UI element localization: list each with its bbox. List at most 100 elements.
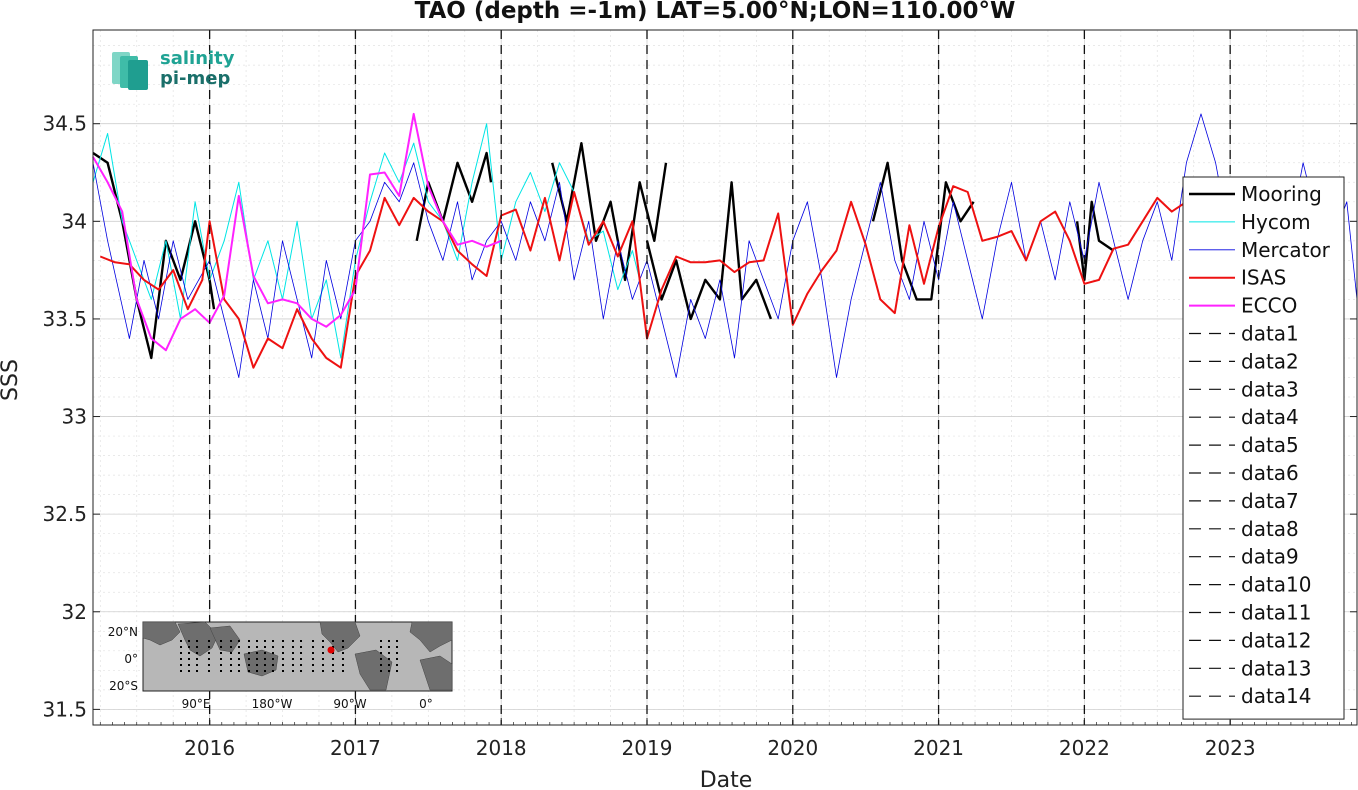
legend-label: data13 xyxy=(1241,656,1312,680)
inset-buoy xyxy=(196,640,198,642)
inset-buoy xyxy=(180,640,182,642)
inset-selected-location xyxy=(327,646,335,654)
inset-buoy xyxy=(230,640,232,642)
inset-land xyxy=(142,621,181,646)
inset-buoy xyxy=(220,652,222,654)
salinity-pi-mep-logo: salinity pi-mep xyxy=(112,48,235,90)
inset-buoy xyxy=(282,658,284,660)
legend-label: Hycom xyxy=(1241,210,1311,234)
inset-buoy xyxy=(196,670,198,672)
y-tick-label: 33.5 xyxy=(42,307,87,331)
y-tick-label: 31.5 xyxy=(42,697,87,721)
legend-box xyxy=(1182,176,1345,720)
inset-buoy xyxy=(248,664,250,666)
inset-buoy xyxy=(238,658,240,660)
inset-buoy xyxy=(322,658,324,660)
legend-label: data6 xyxy=(1241,461,1299,485)
inset-buoy xyxy=(264,664,266,666)
inset-buoy xyxy=(264,640,266,642)
inset-buoy xyxy=(380,664,382,666)
inset-lon-label: 90°W xyxy=(333,697,366,711)
inset-buoy xyxy=(220,658,222,660)
legend-label: data7 xyxy=(1241,489,1299,513)
inset-buoy xyxy=(256,658,258,660)
inset-buoy xyxy=(292,658,294,660)
inset-buoy xyxy=(208,670,210,672)
y-tick-label: 33 xyxy=(62,405,87,429)
inset-buoy xyxy=(196,664,198,666)
inset-buoy xyxy=(188,640,190,642)
wave-icon xyxy=(112,52,148,90)
legend-label: ISAS xyxy=(1241,266,1286,290)
inset-buoy xyxy=(256,646,258,648)
x-tick-label: 2023 xyxy=(1205,736,1256,760)
inset-buoy xyxy=(256,640,258,642)
x-tick-label: 2019 xyxy=(622,736,673,760)
series-line-mercator xyxy=(92,113,1358,378)
inset-buoy xyxy=(248,658,250,660)
inset-buoy xyxy=(230,670,232,672)
legend-label: data8 xyxy=(1241,517,1299,541)
series-line-hycom xyxy=(92,123,641,359)
x-tick-label: 2022 xyxy=(1059,736,1110,760)
inset-buoy xyxy=(292,652,294,654)
inset-buoy xyxy=(396,658,398,660)
inset-buoy xyxy=(220,664,222,666)
inset-buoy xyxy=(380,652,382,654)
inset-buoy xyxy=(230,652,232,654)
legend-label: data9 xyxy=(1241,545,1299,569)
inset-buoy xyxy=(380,646,382,648)
inset-buoy xyxy=(388,664,390,666)
legend-label: data3 xyxy=(1241,377,1299,401)
inset-buoy xyxy=(292,664,294,666)
inset-buoy xyxy=(188,670,190,672)
inset-land xyxy=(354,649,393,691)
inset-buoy xyxy=(332,652,334,654)
inset-buoy xyxy=(292,640,294,642)
inset-buoy xyxy=(238,640,240,642)
inset-buoy xyxy=(282,646,284,648)
inset-buoy xyxy=(238,664,240,666)
legend: Mooring Hycom Mercator ISAS ECCO data1 data2 da… xyxy=(1182,176,1345,720)
axes-box xyxy=(92,29,1358,726)
inset-buoy xyxy=(322,640,324,642)
inset-buoy xyxy=(180,646,182,648)
inset-buoy xyxy=(180,664,182,666)
inset-buoy xyxy=(208,658,210,660)
logo-text-line1: salinity xyxy=(160,48,235,69)
inset-buoy xyxy=(312,670,314,672)
inset-buoy xyxy=(312,658,314,660)
inset-land xyxy=(409,621,453,653)
inset-buoy xyxy=(230,658,232,660)
inset-buoy xyxy=(342,664,344,666)
series-line-ecco xyxy=(92,112,502,352)
inset-buoy xyxy=(312,640,314,642)
inset-buoy xyxy=(282,664,284,666)
inset-buoy xyxy=(188,646,190,648)
inset-buoy xyxy=(342,640,344,642)
inset-buoy xyxy=(264,646,266,648)
inset-buoy xyxy=(282,640,284,642)
inset-buoy xyxy=(300,658,302,660)
inset-buoy xyxy=(196,652,198,654)
inset-buoy xyxy=(312,664,314,666)
inset-lon-label: 0° xyxy=(419,697,433,711)
series-line-mooring xyxy=(645,181,773,321)
legend-label: data14 xyxy=(1241,684,1312,708)
inset-buoy xyxy=(342,646,344,648)
inset-buoy xyxy=(332,658,334,660)
inset-buoy xyxy=(264,652,266,654)
inset-buoy xyxy=(342,670,344,672)
legend-label: data11 xyxy=(1241,601,1312,625)
series-line-mooring xyxy=(92,152,216,360)
inset-buoy xyxy=(238,670,240,672)
legend-label: data12 xyxy=(1241,628,1312,652)
inset-buoy xyxy=(396,664,398,666)
inset-land xyxy=(209,625,241,653)
inset-buoy xyxy=(300,652,302,654)
inset-buoy xyxy=(388,670,390,672)
inset-buoy xyxy=(248,652,250,654)
inset-buoy xyxy=(256,652,258,654)
inset-buoy xyxy=(332,640,334,642)
